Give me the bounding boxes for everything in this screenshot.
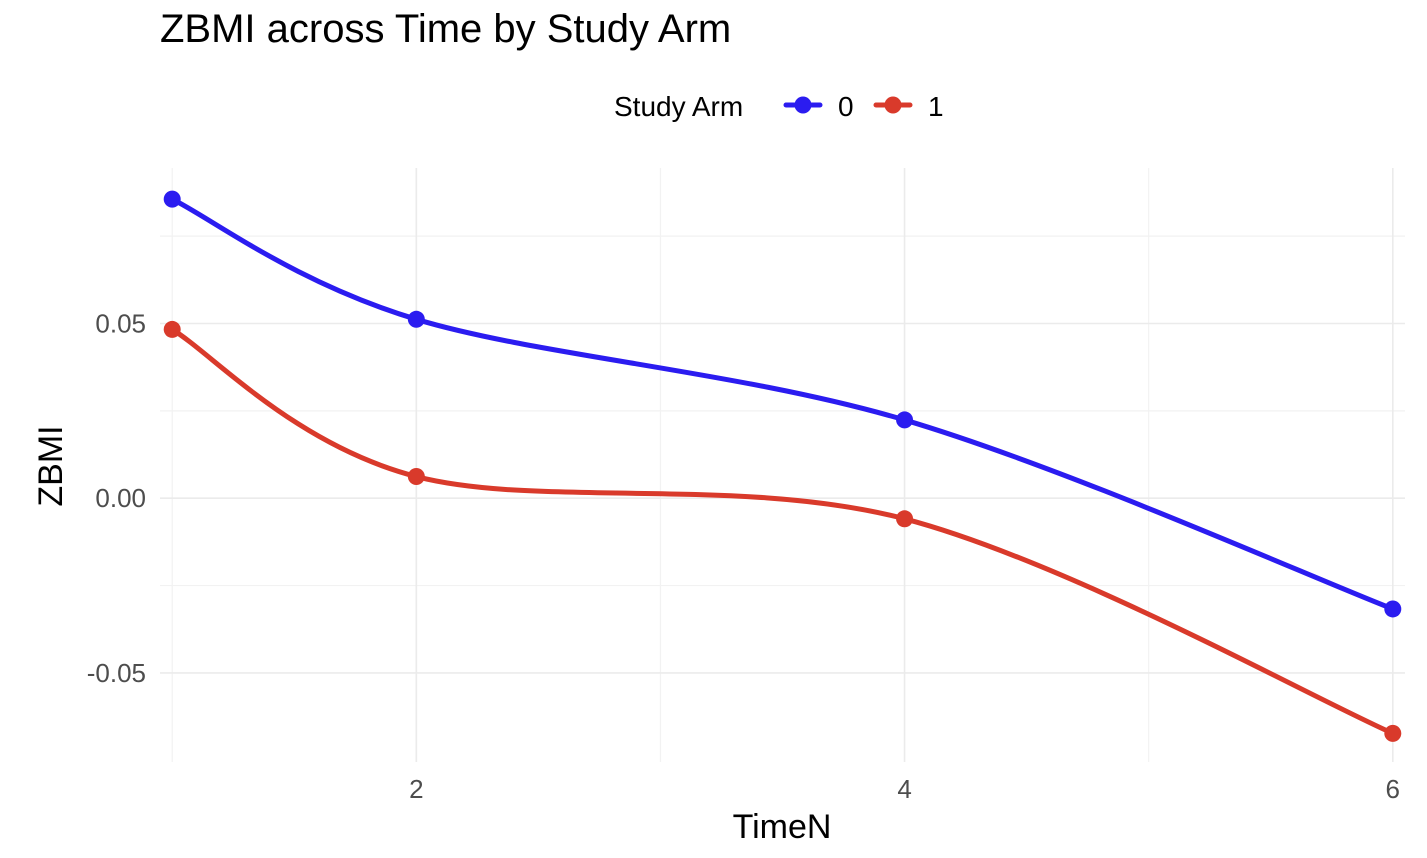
data-point-series-1 bbox=[163, 320, 181, 338]
x-tick-label: 6 bbox=[1386, 774, 1400, 804]
x-tick-label: 4 bbox=[897, 774, 911, 804]
data-point-series-0 bbox=[1384, 600, 1402, 618]
data-point-series-1 bbox=[1384, 724, 1402, 742]
series-line-1 bbox=[169, 326, 1396, 736]
data-point-series-1 bbox=[896, 510, 914, 528]
y-axis-title: ZBMI bbox=[32, 425, 70, 506]
legend-label: 0 bbox=[838, 91, 854, 122]
chart-title: ZBMI across Time by Study Arm bbox=[160, 7, 731, 51]
data-point-series-0 bbox=[407, 310, 425, 328]
y-tick-label: -0.05 bbox=[87, 658, 146, 688]
legend-title: Study Arm bbox=[614, 91, 743, 122]
x-axis-title: TimeN bbox=[733, 808, 832, 846]
y-tick-label: 0.00 bbox=[95, 483, 146, 513]
x-axis-ticks: 2 4 6 bbox=[409, 774, 1400, 804]
data-point-series-1 bbox=[407, 468, 425, 486]
points-layer bbox=[163, 190, 1402, 742]
y-axis-ticks: -0.05 0.00 0.05 bbox=[87, 308, 146, 687]
series-line-0 bbox=[169, 196, 1396, 612]
legend-label: 1 bbox=[928, 91, 944, 122]
grid bbox=[160, 168, 1405, 762]
series-layer bbox=[169, 196, 1396, 736]
legend-key-point bbox=[794, 96, 812, 114]
y-tick-label: 0.05 bbox=[95, 308, 146, 338]
x-tick-label: 2 bbox=[409, 774, 423, 804]
data-point-series-0 bbox=[896, 411, 914, 429]
legend-key-point bbox=[884, 96, 902, 114]
data-point-series-0 bbox=[163, 190, 181, 208]
